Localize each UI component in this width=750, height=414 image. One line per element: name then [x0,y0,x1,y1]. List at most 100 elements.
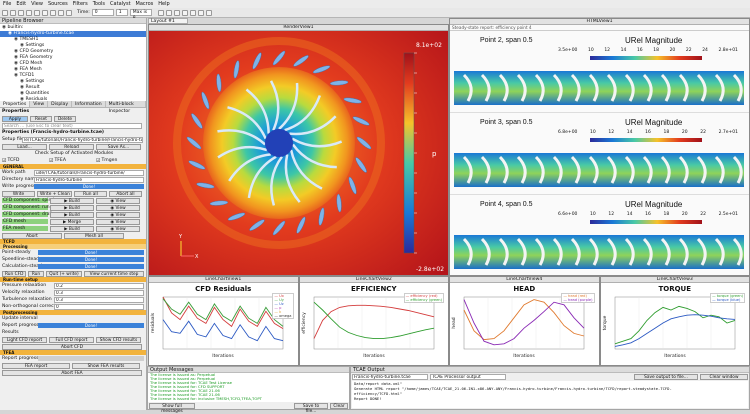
reset-button[interactable]: Reset [30,116,52,122]
show-fea-results-button[interactable]: Show FEA results [72,363,140,369]
menu-item-help[interactable]: Help [158,1,169,7]
module-tfea[interactable]: ☑TFEA [49,158,93,164]
mesh-all-button[interactable]: Mesh all [64,233,124,239]
param-input[interactable]: 0.3 [54,297,144,303]
abort-mesh-button[interactable]: Abort [2,233,62,239]
rescale-icon[interactable] [158,10,164,16]
component-build-button[interactable]: ▶ Build [50,205,94,211]
reset-view-icon[interactable] [42,10,48,16]
open-icon[interactable] [2,10,8,16]
menu-item-filters[interactable]: Filters [73,1,88,7]
abort-all-button[interactable]: Abort all [109,191,142,197]
tab-display[interactable]: Display [48,101,72,107]
run-button[interactable]: Run [28,271,44,277]
component-view-button[interactable]: ◉ View [96,212,140,218]
component-view-button[interactable]: ◉ View [96,205,140,211]
full-report-button[interactable]: Full CFD report [49,337,94,343]
menu-item-tools[interactable]: Tools [93,1,105,7]
param-input[interactable]: 0.2 [54,283,144,289]
legend-entry: — omega [274,314,291,318]
checkbox-icon[interactable]: ☑ [2,158,6,164]
time-field[interactable]: 0 [92,9,114,16]
fea-report-button[interactable]: FEA report [2,363,70,369]
show-full-messages-button[interactable]: Show full messages [149,403,195,409]
run-all-button[interactable]: Run all [74,191,107,197]
filter-icon[interactable] [174,10,180,16]
save-output-button[interactable]: Save output to file... [634,374,698,380]
slice-icon[interactable] [190,10,196,16]
write-button[interactable]: Write [2,191,35,197]
quit-write-button[interactable]: Quit (+ write) [46,271,82,277]
rescale-field[interactable]: Max is 8 [130,9,152,16]
component-build-button[interactable]: ▶ Build [50,226,94,232]
tab-multi-block-inspector[interactable]: Multi-block Inspector [106,101,146,107]
light-report-button[interactable]: Light CFD report [2,337,47,343]
tab-information[interactable]: Information [72,101,106,107]
x-axis-label: Iterations [664,353,686,359]
last-frame-icon[interactable] [66,10,72,16]
run-cfd-button[interactable]: Run CFD [2,271,26,277]
reload-button[interactable]: Reload [49,144,94,150]
component-build-button[interactable]: ▶ Build [50,212,94,218]
stream-icon[interactable] [206,10,212,16]
glyph-icon[interactable] [198,10,204,16]
abort-fea-button[interactable]: Abort FEA [2,370,142,376]
clip-icon[interactable] [182,10,188,16]
module-tcfd[interactable]: ☑TCFD [2,158,46,164]
checkbox-icon[interactable]: ☑ [96,158,100,164]
tcae-output-dropdown[interactable]: TCAE Processor output [430,374,506,380]
urel-tick: 20 [682,130,688,135]
first-frame-icon[interactable] [50,10,56,16]
param-input[interactable]: 0.3 [54,290,144,296]
apply-button[interactable]: Apply [2,116,28,122]
redo-icon[interactable] [26,10,32,16]
tab-properties[interactable]: Properties [0,101,30,107]
menu-item-edit[interactable]: Edit [16,1,26,7]
menu-item-catalyst[interactable]: Catalyst [110,1,131,7]
component-view-button[interactable]: ◉ View [96,219,140,225]
view-time-step-button[interactable]: View current time step [84,271,144,277]
param-input[interactable]: 0 [54,304,144,310]
clear-messages-button[interactable]: Clear [330,403,348,409]
write-clean-button[interactable]: Write + Clean [37,191,72,197]
x-axis-label: Iterations [363,353,385,359]
camera-icon[interactable] [34,10,40,16]
color-map-icon[interactable] [166,10,172,16]
menu-item-macros[interactable]: Macros [136,1,154,7]
step-field[interactable]: 1 [116,9,128,16]
undo-icon[interactable] [18,10,24,16]
component-view-button[interactable]: ◉ View [96,198,140,204]
save-icon[interactable] [10,10,16,16]
work-path-field[interactable]: ude/TCAE/tutorials/Francis-hydro-turbine… [34,170,144,176]
show-cfd-results-button[interactable]: Show CFD results [96,337,141,343]
tab-view[interactable]: View [30,101,48,107]
menu-item-file[interactable]: File [3,1,11,7]
urel-panel-title: URel Magnitude [625,36,682,45]
save-as-button[interactable]: Save As... [96,144,141,150]
checkbox-icon[interactable]: ☑ [49,158,53,164]
urel-tick: 10 [590,212,596,217]
tcae-file-dropdown[interactable]: Francis-hydro-turbine.tcae [352,374,428,380]
component-build-button[interactable]: ▶ Build [50,198,94,204]
component-build-button[interactable]: ▶ Merge [50,219,94,225]
load-button[interactable]: Load... [2,144,47,150]
module-tmgen[interactable]: ☑Tmgen [96,158,140,164]
menu-item-view[interactable]: View [31,1,43,7]
menu-item-sources[interactable]: Sources [48,1,68,7]
delete-button[interactable]: Delete [54,116,76,122]
play-icon[interactable] [58,10,64,16]
clear-window-button[interactable]: Clear window [700,374,748,380]
html-view[interactable]: HTMLView1 Steady-state report: efficienc… [449,18,750,276]
turbine-render[interactable]: 8.1e+02 -2.8e+02 p Y X [149,31,449,276]
component-view-button[interactable]: ◉ View [96,226,140,232]
save-messages-button[interactable]: Save to file... [294,403,328,409]
search-input[interactable]: Search ... (use Esc to clear text) [2,123,142,129]
render-view[interactable]: RenderView1 [148,24,449,276]
abort-cfd-button[interactable]: Abort CFD [2,344,142,350]
setup-file-field[interactable]: le/TCAE/tutorials/Francis-hydro-turbine/… [22,137,143,143]
directory-field[interactable]: Francis-hydro-turbine [34,177,144,183]
